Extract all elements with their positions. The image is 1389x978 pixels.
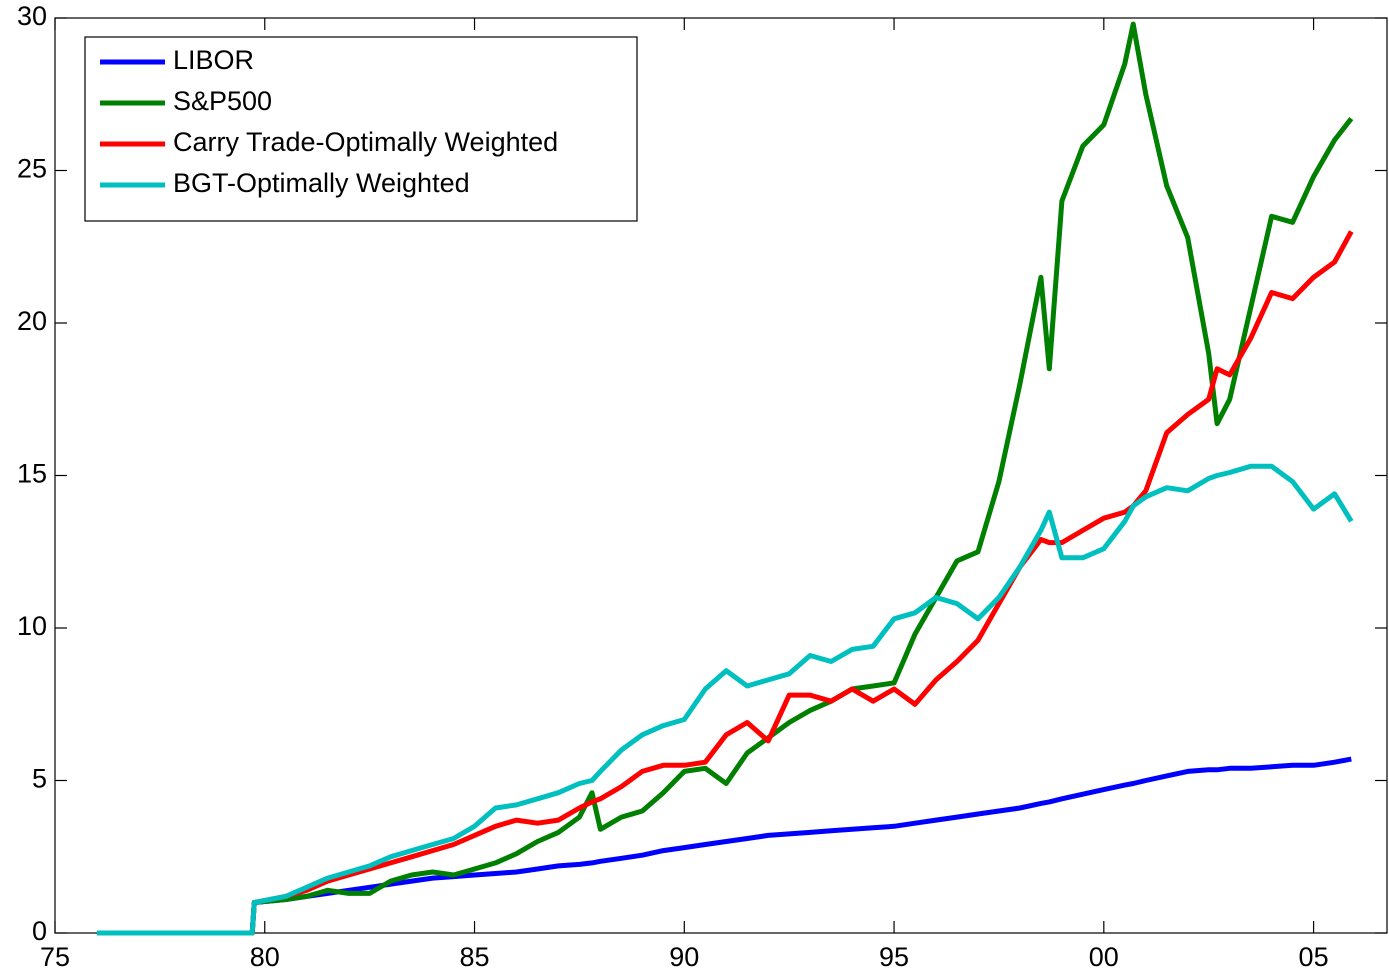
legend-box xyxy=(84,36,638,222)
y-tick-label: 25 xyxy=(17,154,47,184)
x-tick-label: 75 xyxy=(40,942,70,972)
line-series xyxy=(97,21,1354,936)
y-tick-label: 15 xyxy=(17,459,47,489)
y-tick-label: 0 xyxy=(32,916,47,946)
y-tick-label: 10 xyxy=(17,611,47,641)
x-tick-label: 90 xyxy=(669,942,699,972)
x-tick-label: 05 xyxy=(1299,942,1329,972)
x-tick-label: 85 xyxy=(460,942,490,972)
legend-label: BGT-Optimally Weighted xyxy=(173,168,470,198)
y-tick-label: 20 xyxy=(17,306,47,336)
legend-label: S&P500 xyxy=(173,86,272,116)
y-tick-label: 5 xyxy=(32,764,47,794)
legend-label: LIBOR xyxy=(173,45,254,75)
x-tick-label: 80 xyxy=(250,942,280,972)
legend-label: Carry Trade-Optimally Weighted xyxy=(173,127,558,157)
line-series xyxy=(97,463,1354,936)
line-series xyxy=(97,756,1352,936)
line-series xyxy=(97,230,1354,936)
x-tick-label: 95 xyxy=(879,942,909,972)
x-tick-label: 00 xyxy=(1089,942,1119,972)
legend: LIBOR S&P500 Carry Trade-Optimally Weighte… xyxy=(84,36,638,222)
y-tick-label: 30 xyxy=(17,1,47,31)
